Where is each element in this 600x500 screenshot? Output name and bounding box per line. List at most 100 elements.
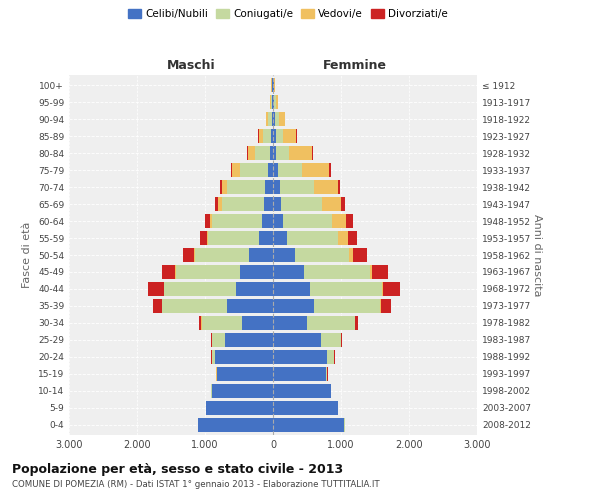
Bar <box>273 78 274 92</box>
Bar <box>212 350 215 364</box>
Bar <box>346 214 353 228</box>
Bar <box>264 198 273 211</box>
Bar <box>273 333 320 346</box>
Bar <box>273 248 295 262</box>
Bar <box>249 248 273 262</box>
Bar <box>227 180 265 194</box>
Bar <box>348 231 356 245</box>
Bar <box>276 130 283 143</box>
Bar <box>259 130 263 143</box>
Bar <box>283 214 332 228</box>
Bar <box>222 198 264 211</box>
Bar <box>162 299 227 312</box>
Bar <box>220 180 222 194</box>
Legend: Celibi/Nubili, Coniugati/e, Vedovi/e, Divorziati/e: Celibi/Nubili, Coniugati/e, Vedovi/e, Di… <box>124 5 452 24</box>
Bar <box>281 198 322 211</box>
Bar <box>217 367 273 380</box>
Bar <box>329 164 331 177</box>
Bar <box>307 316 355 330</box>
Bar <box>277 146 289 160</box>
Bar <box>338 180 340 194</box>
Bar <box>262 214 273 228</box>
Bar <box>211 333 212 346</box>
Bar <box>273 265 304 279</box>
Text: COMUNE DI POMEZIA (RM) - Dati ISTAT 1° gennaio 2013 - Elaborazione TUTTITALIA.IT: COMUNE DI POMEZIA (RM) - Dati ISTAT 1° g… <box>12 480 380 489</box>
Bar <box>273 384 331 398</box>
Bar <box>273 164 278 177</box>
Bar <box>273 282 310 296</box>
Bar <box>205 214 211 228</box>
Bar <box>271 130 273 143</box>
Bar <box>164 282 236 296</box>
Bar <box>236 282 273 296</box>
Bar <box>208 231 259 245</box>
Text: Maschi: Maschi <box>167 60 216 72</box>
Bar <box>338 231 348 245</box>
Bar <box>269 146 273 160</box>
Bar <box>232 164 241 177</box>
Bar <box>287 231 338 245</box>
Bar <box>283 130 296 143</box>
Bar <box>226 333 273 346</box>
Bar <box>265 180 273 194</box>
Bar <box>276 96 278 109</box>
Bar <box>273 299 314 312</box>
Bar <box>263 130 271 143</box>
Bar <box>341 333 342 346</box>
Bar <box>275 112 279 126</box>
Bar <box>176 265 241 279</box>
Bar <box>289 146 313 160</box>
Bar <box>279 112 284 126</box>
Bar <box>380 299 381 312</box>
Bar <box>227 299 273 312</box>
Bar <box>273 112 275 126</box>
Bar <box>273 146 277 160</box>
Bar <box>322 198 341 211</box>
Bar <box>273 130 276 143</box>
Bar <box>304 265 370 279</box>
Bar <box>273 418 344 432</box>
Y-axis label: Anni di nascita: Anni di nascita <box>532 214 542 296</box>
Bar <box>273 214 283 228</box>
Bar <box>241 164 268 177</box>
Bar <box>328 350 334 364</box>
Bar <box>254 146 269 160</box>
Bar <box>259 231 273 245</box>
Bar <box>153 299 162 312</box>
Bar <box>268 112 272 126</box>
Bar <box>295 248 349 262</box>
Bar <box>218 198 222 211</box>
Bar <box>148 282 164 296</box>
Bar <box>212 384 273 398</box>
Bar <box>207 231 208 245</box>
Bar <box>271 96 272 109</box>
Bar <box>320 333 341 346</box>
Bar <box>248 146 254 160</box>
Bar <box>273 367 326 380</box>
Bar <box>211 214 212 228</box>
Bar <box>202 316 242 330</box>
Bar <box>182 248 194 262</box>
Bar <box>272 112 273 126</box>
Bar <box>199 316 202 330</box>
Bar <box>355 316 358 330</box>
Bar <box>326 367 328 380</box>
Bar <box>274 96 276 109</box>
Bar <box>242 316 273 330</box>
Bar <box>273 198 281 211</box>
Bar <box>195 248 249 262</box>
Bar <box>370 265 372 279</box>
Bar <box>212 333 226 346</box>
Bar <box>268 164 273 177</box>
Text: Femmine: Femmine <box>323 60 386 72</box>
Text: Popolazione per età, sesso e stato civile - 2013: Popolazione per età, sesso e stato civil… <box>12 462 343 475</box>
Bar <box>270 96 271 109</box>
Bar <box>273 231 287 245</box>
Bar <box>349 248 353 262</box>
Bar <box>273 316 307 330</box>
Bar <box>353 248 367 262</box>
Bar <box>382 282 383 296</box>
Bar <box>215 350 273 364</box>
Bar <box>222 180 227 194</box>
Bar <box>381 299 391 312</box>
